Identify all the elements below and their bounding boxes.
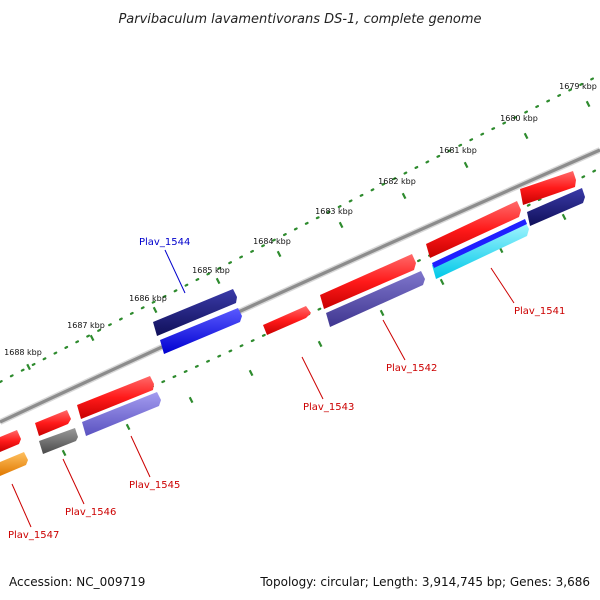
ruler-tick-1683 — [338, 221, 344, 229]
ruler-tick-1680 — [523, 132, 529, 140]
gene-label-plav-1547: Plav_1547 — [8, 530, 59, 541]
gene-arrow — [320, 254, 416, 309]
callout-plav-1545 — [130, 435, 151, 478]
gene-arrow — [520, 171, 576, 205]
gene-arrow-plav-1547 — [0, 430, 21, 452]
ruler-tick-1687 — [89, 334, 95, 342]
ruler-label-1687: 1687 kbp — [67, 321, 105, 330]
gene-label-plav-1541: Plav_1541 — [514, 306, 565, 317]
callout-plav-1542 — [382, 319, 406, 361]
ruler-label-1681: 1681 kbp — [439, 146, 477, 155]
ruler-tick-1688 — [26, 363, 31, 371]
gene-label-plav-1543: Plav_1543 — [303, 402, 354, 413]
ruler-tick-1684 — [276, 250, 282, 258]
callout-plav-1543 — [301, 356, 324, 400]
gene-arrow — [35, 410, 71, 436]
gene-label-plav-1545: Plav_1545 — [129, 480, 180, 491]
genome-backbone — [0, 147, 600, 425]
gene-arrow-plav-1543 — [263, 306, 311, 335]
ruler-label-1684: 1684 kbp — [253, 237, 291, 246]
ruler-tick-1685 — [215, 277, 221, 285]
gene-arrow-plav-1542 — [326, 271, 425, 327]
gene-arrow-plav-1545 — [82, 392, 161, 436]
ruler-label-1688: 1688 kbp — [4, 348, 42, 357]
map-title: Parvibaculum lavamentivorans DS-1, compl… — [118, 12, 481, 27]
callout-plav-1541 — [490, 267, 515, 304]
ruler-label-1683: 1683 kbp — [315, 207, 353, 216]
gene-label-plav-1542: Plav_1542 — [386, 363, 437, 374]
gene-arrow — [426, 201, 521, 258]
gene-arrow-plav-1541 — [432, 221, 529, 279]
forward-strand-genes — [0, 171, 576, 452]
callout-plav-1544 — [164, 249, 186, 294]
accession-text: Accession: NC_009719 — [9, 575, 145, 589]
gene-arrow-plav-1541-blue — [432, 219, 527, 268]
gene-label-plav-1544: Plav_1544 — [139, 237, 190, 248]
ruler-label-1679: 1679 kbp — [559, 82, 597, 91]
gene-arrow — [77, 376, 154, 419]
ruler-tick-1679 — [585, 100, 591, 108]
gene-arrow — [0, 452, 28, 476]
outer-ruler: 1679 kbp 1680 kbp 1681 kbp 1682 kbp 1683… — [0, 73, 600, 384]
ruler-label-1686: 1686 kbp — [129, 294, 167, 303]
ruler-label-1685: 1685 kbp — [192, 266, 230, 275]
gene-arrow-plav-1546 — [39, 428, 78, 454]
gene-arrow — [527, 188, 585, 226]
gene-arrow-plav-1544-forward — [153, 289, 237, 336]
gene-arrow-plav-1544 — [160, 308, 242, 354]
gene-labels: Plav_1541 Plav_1542 Plav_1543 Plav_1544 … — [8, 237, 565, 541]
outer-ruler-dots — [0, 73, 600, 384]
ruler-tick-1681 — [463, 161, 469, 169]
ruler-label-1680: 1680 kbp — [500, 114, 538, 123]
callout-plav-1547 — [11, 483, 32, 528]
ruler-label-1682: 1682 kbp — [378, 177, 416, 186]
callout-plav-1546 — [62, 458, 85, 505]
gene-label-plav-1546: Plav_1546 — [65, 507, 116, 518]
ruler-tick-1682 — [401, 192, 407, 200]
ruler-tick-1686 — [152, 306, 158, 314]
genome-summary-text: Topology: circular; Length: 3,914,745 bp… — [259, 575, 590, 589]
callout-lines — [11, 249, 515, 528]
reverse-strand-genes — [0, 188, 585, 476]
